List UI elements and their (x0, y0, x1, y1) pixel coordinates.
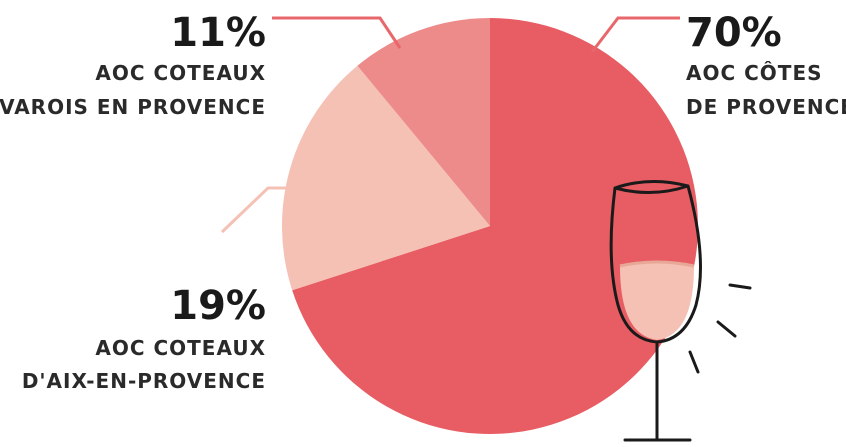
category-label: AOC COTEAUX (95, 61, 266, 85)
leader-line (592, 18, 680, 52)
category-label: D'AIX-EN-PROVENCE (22, 369, 266, 393)
chart: 70% AOC CÔTES DE PROVENCE 19% AOC COTEAUX D'A… (0, 0, 846, 447)
category-label: AOC COTEAUX (95, 336, 266, 360)
category-label: VAROIS EN PROVENCE (0, 95, 266, 119)
leader-line (272, 18, 400, 48)
category-label: AOC CÔTES (686, 61, 823, 85)
value-label: 70% (686, 10, 782, 56)
pie (282, 18, 698, 434)
value-label: 19% (170, 283, 266, 329)
category-label: DE PROVENCE (686, 95, 846, 119)
value-label: 11% (170, 10, 266, 56)
